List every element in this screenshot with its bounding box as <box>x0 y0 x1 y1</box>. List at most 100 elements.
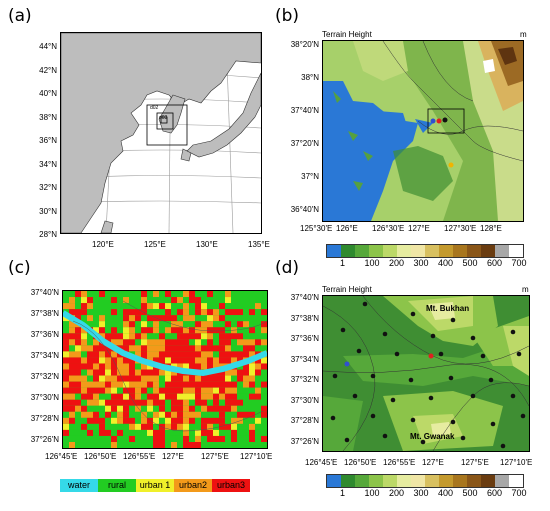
landuse-cell <box>189 381 195 388</box>
landuse-cell <box>111 429 117 436</box>
landuse-cell <box>147 327 153 334</box>
landuse-cell <box>165 351 171 358</box>
landuse-cell <box>123 369 129 376</box>
landuse-cell <box>99 309 105 316</box>
landuse-cell <box>147 345 153 352</box>
seoul-domain-box <box>427 108 465 134</box>
landuse-cell <box>207 315 213 322</box>
landuse-cell <box>75 327 81 334</box>
landuse-cell <box>219 435 225 442</box>
landuse-cell <box>225 429 231 436</box>
landuse-cell <box>261 429 267 436</box>
landuse-cell <box>255 327 261 334</box>
landuse-cell <box>75 309 81 316</box>
landuse-cell <box>63 435 69 442</box>
landuse-cell <box>99 345 105 352</box>
landuse-cell <box>219 393 225 400</box>
landuse-cell <box>153 321 159 328</box>
landuse-cell <box>213 442 219 448</box>
landuse-cell <box>195 393 201 400</box>
landuse-cell <box>123 423 129 430</box>
landuse-cell <box>141 303 147 310</box>
lon-tick-label: 126°E <box>336 224 358 233</box>
landuse-cell <box>249 351 255 358</box>
landuse-cell <box>129 429 135 436</box>
landuse-cell <box>105 303 111 310</box>
lat-tick-label: 42°N <box>39 65 57 75</box>
landuse-cell <box>249 345 255 352</box>
landuse-cell <box>261 423 267 430</box>
landuse-cell <box>189 345 195 352</box>
landuse-cell <box>213 351 219 358</box>
landuse-cell <box>153 297 159 304</box>
landuse-cell <box>159 339 165 346</box>
landuse-cell <box>189 429 195 436</box>
korea-peninsula <box>158 94 186 134</box>
landuse-cell <box>201 405 207 412</box>
landuse-cell <box>219 291 225 298</box>
landuse-cell <box>171 291 177 298</box>
landuse-cell <box>207 363 213 370</box>
landuse-cell <box>63 411 69 418</box>
landuse-cell <box>93 429 99 436</box>
landuse-cell <box>123 442 129 448</box>
landuse-cell <box>153 375 159 382</box>
landuse-cell <box>75 405 81 412</box>
landuse-cell <box>129 297 135 304</box>
lat-tick-label: 44°N <box>39 42 57 51</box>
landuse-cell <box>237 381 243 388</box>
landuse-cell <box>159 315 165 322</box>
landuse-cell <box>195 315 201 322</box>
colorbar-label: 1 <box>340 488 346 498</box>
landuse-cell <box>153 327 159 334</box>
landuse-cell <box>201 423 207 430</box>
landuse-cell <box>63 381 69 388</box>
landuse-cell <box>105 435 111 442</box>
site-marker-blue <box>344 361 350 367</box>
landuse-cell <box>237 375 243 382</box>
lat-tick-label: 37°26'N <box>30 435 59 444</box>
landuse-cell <box>87 309 93 316</box>
landuse-cell <box>207 303 213 310</box>
landuse-cell <box>207 423 213 430</box>
landuse-cell <box>117 423 123 430</box>
landuse-cell <box>213 399 219 406</box>
landuse-cell <box>135 423 141 430</box>
landuse-cell <box>225 333 231 340</box>
landuse-cell <box>177 411 183 418</box>
landuse-cell <box>117 369 123 376</box>
landuse-cell <box>171 399 177 406</box>
landuse-cell <box>99 357 105 364</box>
landuse-cell <box>177 442 183 448</box>
landuse-cell <box>195 363 201 370</box>
landuse-cell <box>69 405 75 412</box>
landuse-cell <box>249 375 255 382</box>
landuse-cell <box>129 435 135 442</box>
landuse-cell <box>93 315 99 322</box>
landuse-cell <box>243 423 249 430</box>
landuse-cell <box>69 399 75 406</box>
landuse-cell <box>213 411 219 418</box>
landuse-cell <box>105 399 111 406</box>
landuse-cell <box>171 387 177 394</box>
landuse-cell <box>87 442 93 448</box>
landuse-cell <box>249 405 255 412</box>
landuse-cell <box>123 387 129 394</box>
lon-tick-label: 135°E <box>248 240 270 249</box>
landuse-cell <box>171 423 177 430</box>
landuse-cell <box>123 291 129 298</box>
lat-tick-label: 37°30'N <box>30 393 59 402</box>
landuse-cell <box>183 291 189 298</box>
landuse-cell <box>111 315 117 322</box>
landuse-cell <box>123 321 129 328</box>
landuse-cell <box>207 442 213 448</box>
site-marker-yellow <box>448 162 454 168</box>
landuse-cell <box>159 303 165 310</box>
landuse-cell <box>255 381 261 388</box>
landuse-cell <box>69 375 75 382</box>
colorbar-swatch <box>495 475 509 487</box>
landuse-cell <box>207 351 213 358</box>
station-marker <box>394 351 400 357</box>
landuse-cell <box>183 429 189 436</box>
legend-item-urban3: urban3 <box>212 479 250 492</box>
